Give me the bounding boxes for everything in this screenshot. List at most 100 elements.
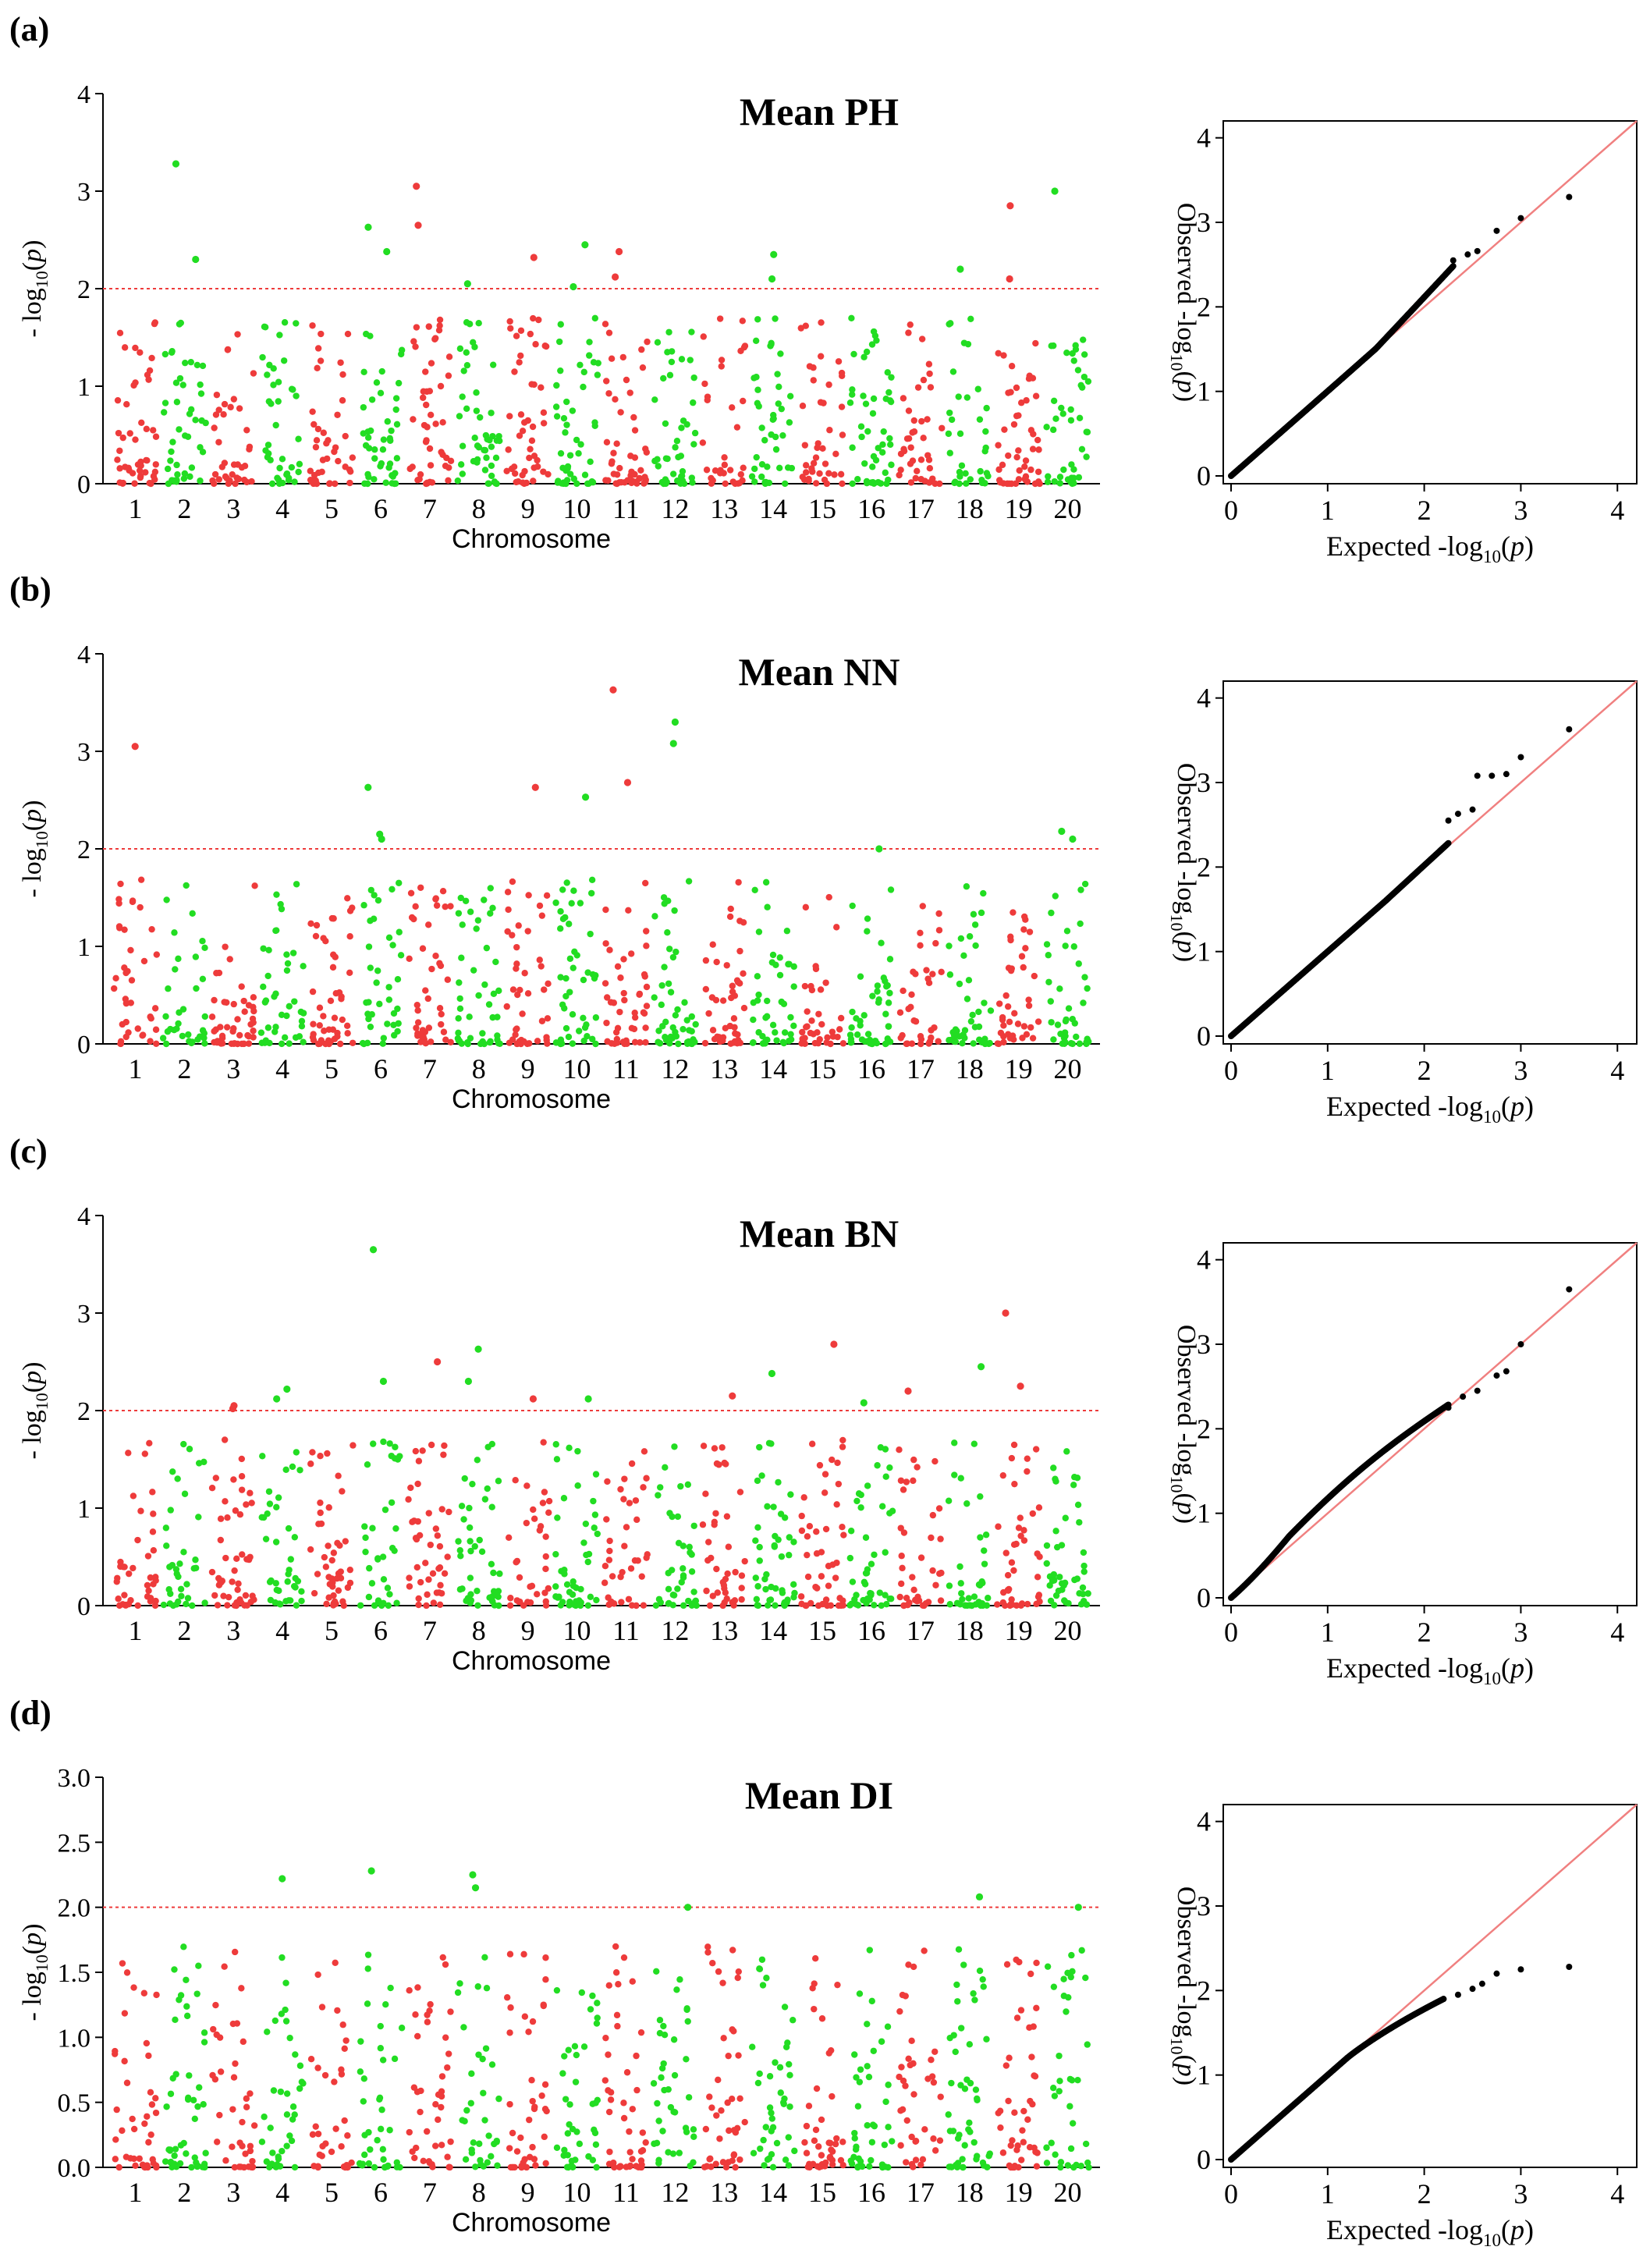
snp-point (516, 432, 523, 439)
snp-point (525, 2028, 532, 2036)
snp-point (784, 464, 792, 471)
snp-point (616, 464, 623, 472)
snp-point (629, 2156, 636, 2163)
snp-point (460, 367, 467, 374)
snp-point (413, 1024, 420, 1031)
snp-point (922, 1599, 930, 1607)
snp-point (264, 371, 271, 378)
snp-point (654, 2099, 661, 2107)
snp-point (245, 1040, 253, 1047)
snp-point (798, 1527, 806, 1535)
snp-point (417, 1038, 424, 1045)
chromosome-tick-label: 1 (128, 1053, 142, 1084)
snp-point (419, 394, 427, 401)
snp-point (1013, 1540, 1020, 1548)
significant-snp-point (612, 273, 619, 281)
qq-tail-point (1566, 726, 1573, 733)
snp-point (631, 470, 638, 478)
snp-point (492, 480, 499, 487)
snp-point (736, 2156, 743, 2163)
snp-point (275, 1494, 282, 1501)
snp-point (541, 2106, 549, 2113)
snp-point (180, 475, 188, 482)
significant-snp-point (413, 183, 420, 190)
snp-point (427, 2000, 434, 2008)
snp-point (856, 1990, 864, 1997)
snp-point (624, 477, 631, 484)
snp-point (713, 1565, 720, 1573)
snp-point (1024, 2116, 1031, 2123)
snp-point (675, 1539, 683, 1547)
qq-y-tick-label: 3 (1197, 207, 1211, 238)
snp-point (680, 1025, 687, 1033)
qq-tail-point (1469, 806, 1476, 813)
snp-point (718, 357, 726, 364)
snp-point (753, 1595, 761, 1603)
snp-point (815, 1010, 822, 1017)
snp-point (487, 910, 494, 917)
snp-point (217, 2068, 225, 2075)
snp-point (577, 1602, 584, 1610)
snp-point (410, 338, 417, 345)
snp-point (615, 1981, 622, 1988)
snp-point (201, 944, 208, 952)
snp-point (264, 1024, 272, 1031)
snp-point (427, 1541, 435, 1549)
snp-point (227, 403, 234, 411)
snp-point (1050, 1036, 1057, 1043)
snp-point (882, 469, 889, 477)
snp-point (260, 983, 267, 990)
snp-point (173, 1571, 180, 1578)
snp-point (285, 477, 293, 484)
snp-point (261, 2114, 268, 2121)
snp-point (196, 2084, 203, 2091)
snp-point (620, 2099, 627, 2107)
snp-point (1013, 453, 1020, 461)
snp-point (948, 2079, 955, 2087)
snp-point (692, 1020, 699, 1028)
snp-point (939, 424, 946, 431)
snp-point (388, 427, 395, 435)
snp-point (122, 2153, 130, 2160)
snp-point (543, 892, 551, 900)
snp-point (195, 1962, 202, 1969)
snp-point (1018, 2156, 1025, 2163)
snp-point (996, 2107, 1004, 2114)
snp-point (267, 456, 274, 463)
snp-point (818, 2015, 826, 2022)
snp-point (768, 341, 775, 348)
snp-point (367, 332, 374, 339)
snp-point (752, 1574, 759, 1581)
snp-point (732, 1568, 739, 1576)
snp-point (566, 470, 574, 477)
snp-point (279, 456, 286, 463)
snp-point (271, 2017, 279, 2025)
snp-point (617, 409, 624, 416)
snp-point (185, 2094, 192, 2102)
snp-point (1076, 414, 1084, 421)
snp-point (857, 1022, 864, 1029)
snp-point (195, 1460, 203, 1467)
snp-point (885, 999, 892, 1006)
snp-point (582, 1520, 590, 1528)
snp-point (1043, 1560, 1050, 1567)
snp-point (1075, 960, 1082, 967)
snp-point (818, 2116, 825, 2124)
snp-point (606, 2148, 613, 2156)
snp-point (273, 1503, 280, 1510)
snp-point (243, 2103, 250, 2110)
snp-point (445, 2163, 452, 2170)
chromosome-tick-label: 10 (563, 493, 591, 524)
snp-point (589, 1992, 596, 2000)
snp-point (1047, 998, 1054, 1005)
snp-point (176, 426, 183, 433)
snp-point (334, 411, 341, 418)
snp-point (957, 935, 965, 942)
chromosome-tick-label: 2 (177, 1615, 191, 1646)
significant-snp-point (904, 1387, 912, 1395)
snp-point (279, 1954, 286, 1961)
snp-point (151, 320, 158, 328)
snp-point (815, 2143, 822, 2150)
snp-point (517, 352, 524, 360)
